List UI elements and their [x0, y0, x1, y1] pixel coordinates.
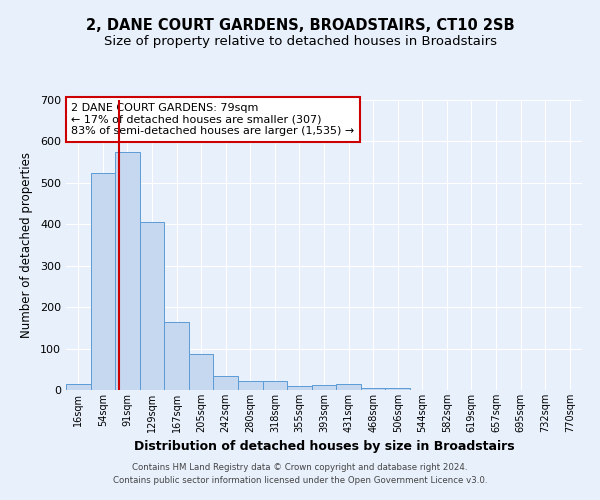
Bar — [189, 354, 214, 390]
X-axis label: Distribution of detached houses by size in Broadstairs: Distribution of detached houses by size … — [134, 440, 514, 454]
Bar — [66, 384, 91, 390]
Bar — [140, 222, 164, 390]
Bar — [164, 322, 189, 390]
Bar — [238, 381, 263, 390]
Y-axis label: Number of detached properties: Number of detached properties — [20, 152, 33, 338]
Text: 2, DANE COURT GARDENS, BROADSTAIRS, CT10 2SB: 2, DANE COURT GARDENS, BROADSTAIRS, CT10… — [86, 18, 514, 32]
Text: Size of property relative to detached houses in Broadstairs: Size of property relative to detached ho… — [104, 35, 497, 48]
Bar — [385, 388, 410, 390]
Bar — [312, 384, 336, 390]
Bar — [361, 388, 385, 390]
Bar — [287, 386, 312, 390]
Bar — [214, 376, 238, 390]
Text: Contains public sector information licensed under the Open Government Licence v3: Contains public sector information licen… — [113, 476, 487, 485]
Text: Contains HM Land Registry data © Crown copyright and database right 2024.: Contains HM Land Registry data © Crown c… — [132, 464, 468, 472]
Bar — [91, 174, 115, 390]
Bar — [263, 381, 287, 390]
Text: 2 DANE COURT GARDENS: 79sqm
← 17% of detached houses are smaller (307)
83% of se: 2 DANE COURT GARDENS: 79sqm ← 17% of det… — [71, 103, 355, 136]
Bar — [336, 384, 361, 390]
Bar — [115, 152, 140, 390]
